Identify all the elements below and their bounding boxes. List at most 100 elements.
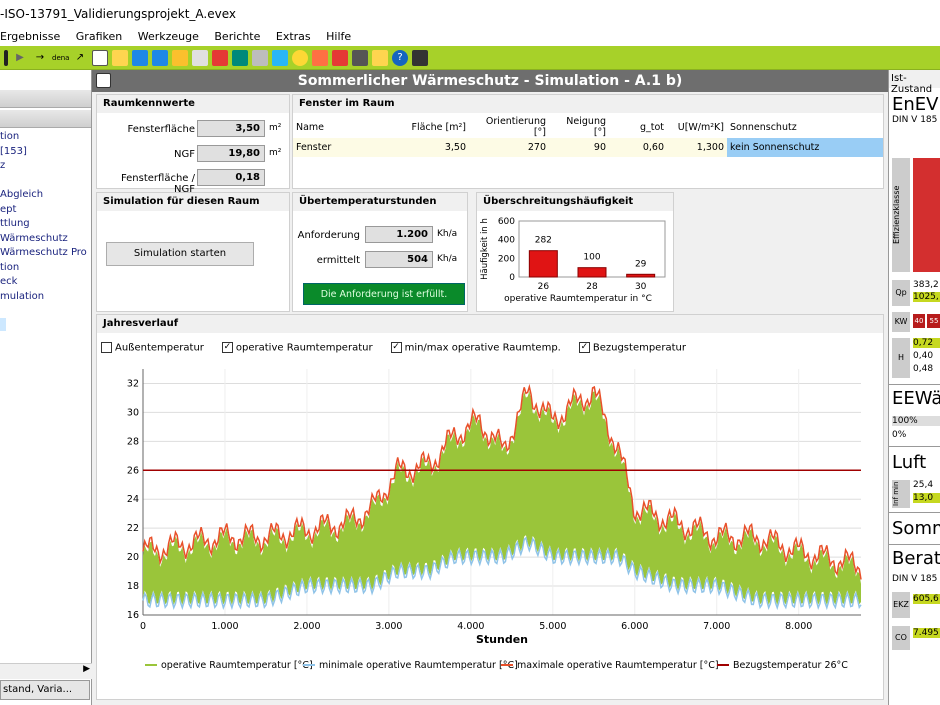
ratio-label: Fensterfläche / NGF bbox=[120, 173, 195, 195]
qp-value-2: 1025, bbox=[913, 292, 940, 302]
checkbox[interactable]: ✓ bbox=[390, 342, 402, 353]
table-row[interactable]: Fenster 3,50 270 90 0,60 1,300 kein Sonn… bbox=[293, 138, 883, 157]
cell[interactable]: 90 bbox=[593, 142, 606, 153]
window-title: -ISO-13791_Validierungsprojekt_A.evex bbox=[0, 7, 236, 21]
checkbox[interactable]: ✓ bbox=[221, 342, 233, 353]
checkbox[interactable]: ✓ bbox=[578, 342, 590, 353]
legend-label: maximale operative Raumtemperatur [°C] bbox=[517, 660, 719, 671]
menu-hilfe[interactable]: Hilfe bbox=[326, 30, 352, 43]
tree-item[interactable]: tion bbox=[0, 261, 20, 273]
tree-item[interactable]: z bbox=[0, 160, 6, 171]
cell[interactable]: 270 bbox=[527, 142, 546, 153]
effizienz-label: Effizienzklasse bbox=[892, 158, 910, 272]
simulation-start-button[interactable]: Simulation starten bbox=[106, 242, 254, 266]
bottom-tab[interactable]: stand, Varia... bbox=[0, 680, 90, 700]
fire-icon[interactable] bbox=[312, 49, 328, 66]
x-tick-label: 2.000 bbox=[293, 621, 320, 632]
table-header-row: Name Fläche [m²] Orientierung [°] Neigun… bbox=[293, 116, 883, 138]
col-header: Sonnenschutz bbox=[730, 121, 797, 133]
data-label: 282 bbox=[535, 236, 552, 246]
tree-item[interactable]: Wärmeschutz Pro bbox=[0, 247, 87, 258]
tree-item[interactable]: tion bbox=[0, 131, 20, 142]
menu-werkzeuge[interactable]: Werkzeuge bbox=[137, 30, 199, 43]
ht-label: H bbox=[892, 338, 910, 378]
cell[interactable]: Fenster bbox=[296, 142, 332, 153]
exit-icon[interactable] bbox=[412, 49, 428, 66]
printer-icon[interactable] bbox=[352, 49, 368, 66]
sun-icon[interactable] bbox=[292, 49, 308, 66]
legend-label: minimale operative Raumtemperatur [°C] bbox=[319, 660, 518, 671]
page-header: Sommerlicher Wärmeschutz - Simulation - … bbox=[92, 70, 888, 92]
list-icon[interactable] bbox=[192, 49, 208, 66]
menu-ergebnisse[interactable]: Ergebnisse bbox=[0, 30, 61, 43]
din-label-2: DIN V 185 bbox=[892, 574, 938, 584]
kw-value-2: 55 bbox=[927, 314, 940, 328]
folder-icon[interactable] bbox=[112, 49, 128, 66]
house-icon[interactable] bbox=[332, 49, 348, 66]
col-header: Orientierung [°] bbox=[485, 116, 546, 138]
enev-heading: EnEV( bbox=[892, 94, 940, 115]
arrow-left-icon[interactable] bbox=[4, 49, 8, 66]
min-temp-line bbox=[142, 536, 862, 611]
operative-temp-area bbox=[143, 391, 861, 605]
send-icon[interactable] bbox=[152, 49, 168, 66]
tree-header-1[interactable] bbox=[0, 90, 91, 108]
sonnenschutz-cell[interactable]: kein Sonnenschutz bbox=[727, 138, 883, 157]
report-icon[interactable] bbox=[372, 49, 388, 66]
step-icon[interactable]: → bbox=[35, 51, 45, 63]
scroll-right-icon[interactable]: ▶ bbox=[83, 664, 90, 674]
ekz-value: 605,6 bbox=[913, 594, 940, 604]
uebertemperatur-panel: Übertemperaturstunden Anforderung 1.200 … bbox=[292, 192, 468, 312]
cell[interactable]: 3,50 bbox=[444, 142, 466, 153]
data-label: 29 bbox=[635, 259, 647, 269]
tree-item[interactable]: eck bbox=[0, 276, 18, 287]
menu-grafiken[interactable]: Grafiken bbox=[75, 30, 123, 43]
tree-item[interactable] bbox=[0, 174, 91, 189]
grid-icon[interactable] bbox=[212, 49, 228, 66]
tree-item[interactable]: ttlung bbox=[0, 218, 30, 229]
panel-title: Fenster im Raum bbox=[293, 95, 883, 113]
bar bbox=[528, 250, 558, 278]
tree-header-2[interactable] bbox=[0, 110, 91, 128]
check-bezug[interactable]: ✓ Bezugstemperatur bbox=[578, 342, 686, 354]
check-aussentemperatur[interactable]: Außentemperatur bbox=[101, 342, 204, 354]
cell[interactable]: 0,60 bbox=[642, 142, 664, 153]
document-icon[interactable] bbox=[92, 49, 108, 66]
menu-extras[interactable]: Extras bbox=[275, 30, 311, 43]
help-icon[interactable]: ? bbox=[392, 49, 408, 66]
play-icon[interactable]: ▶ bbox=[16, 51, 24, 63]
search-icon[interactable] bbox=[252, 49, 268, 66]
ermittelt-label: ermittelt bbox=[316, 255, 360, 266]
tree-item[interactable]: [153] bbox=[0, 145, 27, 157]
cell[interactable]: 1,300 bbox=[696, 142, 724, 153]
tree-selection[interactable] bbox=[0, 318, 6, 331]
ngf-value: 19,80 bbox=[197, 145, 265, 162]
snowflake-icon[interactable] bbox=[272, 49, 288, 66]
horizontal-scrollbar[interactable]: ▶ bbox=[0, 663, 92, 679]
anforderung-label: Anforderung bbox=[297, 230, 360, 241]
tree-item[interactable]: ept bbox=[0, 203, 17, 215]
save-icon[interactable] bbox=[96, 73, 111, 88]
unit: Kh/a bbox=[437, 254, 458, 264]
unit: Kh/a bbox=[437, 229, 458, 239]
tree-icon[interactable] bbox=[172, 49, 188, 66]
check-operative[interactable]: ✓ operative Raumtemperatur bbox=[221, 342, 373, 354]
tree-item[interactable]: Wärmeschutz bbox=[0, 232, 68, 244]
menu-berichte[interactable]: Berichte bbox=[214, 30, 261, 43]
pattern-icon[interactable] bbox=[232, 49, 248, 66]
col-header: Name bbox=[296, 121, 325, 133]
tree-item[interactable]: mulation bbox=[0, 290, 45, 302]
check-minmax[interactable]: ✓ min/max operative Raumtemp. bbox=[390, 342, 561, 354]
x-tick-label: 6.000 bbox=[621, 621, 648, 632]
bar bbox=[626, 273, 656, 278]
checkbox[interactable] bbox=[101, 342, 112, 353]
ht-value-1: 0,72 bbox=[913, 338, 940, 348]
tree-item[interactable]: Abgleich bbox=[0, 189, 44, 200]
dena-icon[interactable]: dena bbox=[52, 53, 70, 62]
wand-icon[interactable]: ↗ bbox=[75, 51, 85, 63]
co2-value: 7.495 bbox=[913, 628, 940, 638]
panel-title: Raumkennwerte bbox=[97, 95, 289, 113]
y-tick-label: 28 bbox=[127, 436, 139, 447]
status-badge: Die Anforderung ist erfüllt. bbox=[303, 283, 465, 305]
export-icon[interactable] bbox=[132, 49, 148, 66]
